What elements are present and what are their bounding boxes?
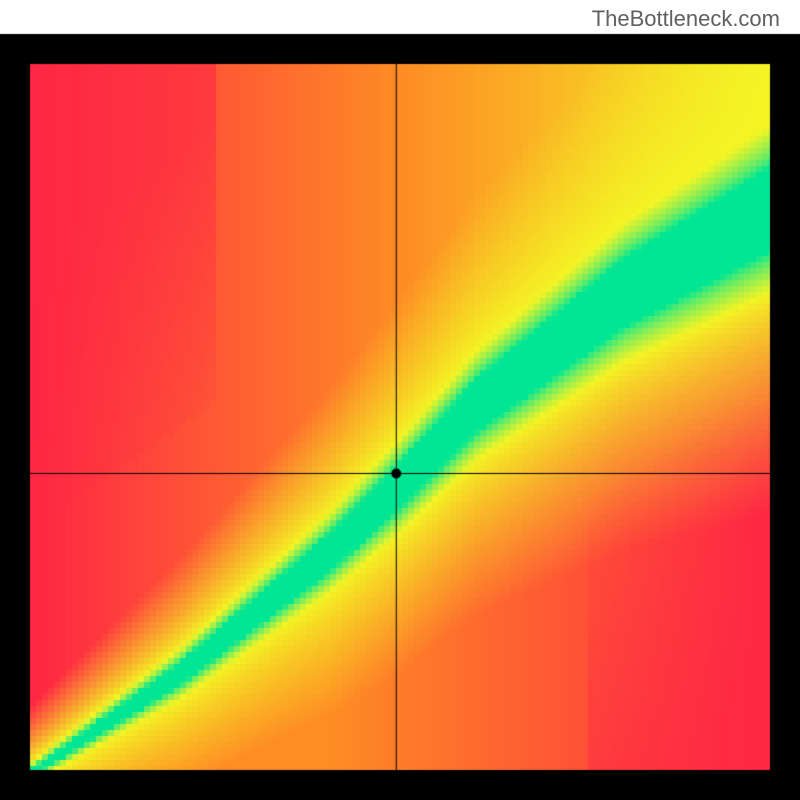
heatmap-canvas	[0, 0, 800, 800]
watermark-text: TheBottleneck.com	[592, 6, 780, 32]
chart-container: { "watermark": { "text": "TheBottleneck.…	[0, 0, 800, 800]
